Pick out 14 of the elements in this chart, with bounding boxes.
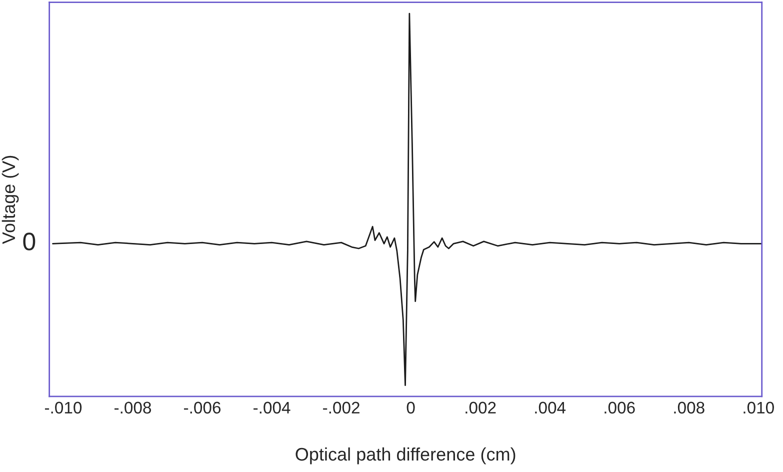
x-tick-label: .004 (535, 402, 566, 414)
x-tick-label: 0 (406, 402, 415, 414)
x-tick-label: .002 (466, 402, 496, 414)
x-axis-title: Optical path difference (cm) (296, 447, 516, 464)
x-tick-label: -.004 (254, 402, 290, 414)
x-tick-label: .008 (674, 402, 704, 414)
x-tick-label: .010 (744, 402, 774, 414)
y-axis-title: Voltage (V) (2, 156, 19, 244)
x-tick-label: -.006 (184, 402, 221, 414)
x-tick-label: -.010 (44, 402, 82, 414)
annotation: 0 (23, 232, 36, 250)
x-tick-label: -.002 (323, 402, 360, 414)
x-tick-label: .006 (604, 402, 635, 414)
x-tick-label: -.008 (114, 402, 152, 414)
